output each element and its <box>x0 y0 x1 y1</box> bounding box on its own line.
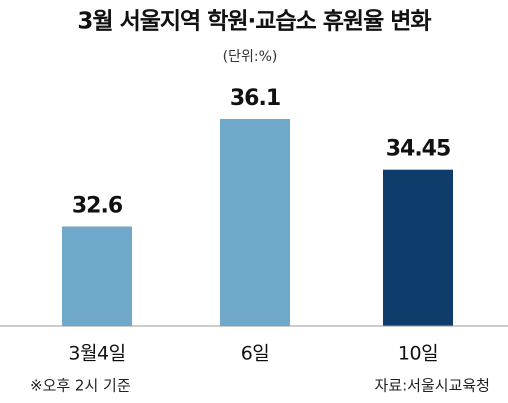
bar <box>62 226 132 326</box>
value-label: 32.6 <box>72 193 123 218</box>
source: 자료:서울시교육청 <box>375 377 490 395</box>
x-tick-label: 3월4일 <box>68 343 125 365</box>
chart-title: 3월 서울지역 학원·교습소 휴원율 변화 <box>77 9 431 35</box>
value-label: 36.1 <box>230 86 280 111</box>
bar <box>220 119 290 326</box>
unit-label: (단위:%) <box>223 49 278 65</box>
bar <box>383 169 453 326</box>
x-tick-label: 6일 <box>241 343 270 365</box>
footnote: ※오후 2시 기준 <box>30 377 131 395</box>
x-tick-label: 10일 <box>398 343 438 365</box>
value-label: 34.45 <box>386 137 451 162</box>
